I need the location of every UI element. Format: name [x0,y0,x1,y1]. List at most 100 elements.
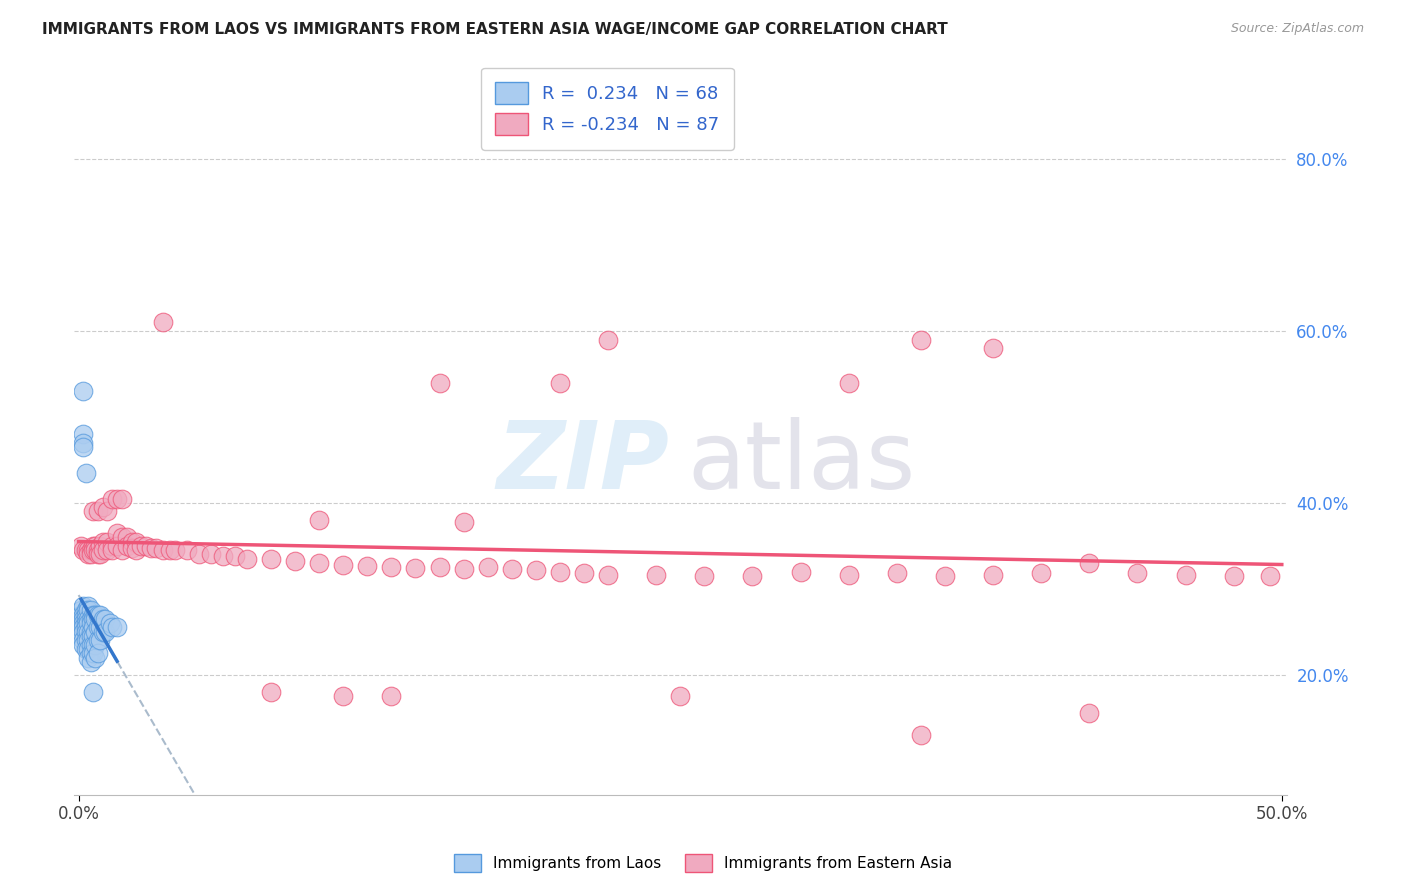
Point [72,612,94,626]
Point [77,633,100,648]
Point [453,562,475,576]
Point [75,603,97,617]
Point [405,561,427,575]
Point [121,534,143,549]
Point [187,548,209,562]
Point [524,563,547,577]
Point [105,539,128,553]
Point [87,646,110,660]
Point [934,569,956,583]
Text: ZIP: ZIP [496,417,669,509]
Point [89,548,111,562]
Point [82,685,104,699]
Point [838,376,860,390]
Point [125,543,148,558]
Point [89,620,111,634]
Point [115,530,138,544]
Point [111,543,134,558]
Point [94,624,117,639]
Point [260,551,283,566]
Point [87,620,110,634]
Point [72,384,94,399]
Point [70,612,93,626]
Point [224,549,246,564]
Point [79,616,101,631]
Point [79,603,101,617]
Point [75,543,97,558]
Point [87,543,110,558]
Point [75,466,97,480]
Point [82,543,104,558]
Point [77,543,100,558]
Point [87,633,110,648]
Point [596,333,619,347]
Point [84,650,107,665]
Point [70,603,93,617]
Point [1258,569,1281,583]
Point [72,616,94,631]
Point [82,620,104,634]
Point [111,491,134,506]
Point [101,620,124,634]
Point [789,565,811,579]
Point [741,569,763,583]
Point [91,612,114,626]
Point [72,633,94,648]
Point [72,624,94,639]
Point [89,607,111,622]
Point [84,638,107,652]
Point [79,543,101,558]
Point [75,616,97,631]
Point [332,690,354,704]
Legend: Immigrants from Laos, Immigrants from Eastern Asia: Immigrants from Laos, Immigrants from Ea… [446,846,960,880]
Point [101,491,124,506]
Point [84,539,107,553]
Point [77,616,100,631]
Point [91,624,114,639]
Point [79,624,101,639]
Point [308,556,330,570]
Point [96,534,118,549]
Point [596,568,619,582]
Point [105,525,128,540]
Point [72,620,94,634]
Point [1126,566,1149,581]
Point [429,560,451,574]
Point [125,534,148,549]
Point [75,624,97,639]
Point [105,491,128,506]
Point [135,539,157,553]
Point [429,376,451,390]
Point [91,500,114,515]
Point [79,612,101,626]
Point [82,629,104,643]
Point [84,612,107,626]
Point [87,607,110,622]
Point [477,560,499,574]
Point [1174,568,1197,582]
Point [910,728,932,742]
Point [84,607,107,622]
Point [200,548,222,562]
Point [72,599,94,613]
Point [75,642,97,657]
Point [84,543,107,558]
Point [70,620,93,634]
Point [72,435,94,450]
Point [70,539,93,553]
Point [82,646,104,660]
Point [356,559,378,574]
Point [332,558,354,572]
Point [77,650,100,665]
Legend: R =  0.234   N = 68, R = -0.234   N = 87: R = 0.234 N = 68, R = -0.234 N = 87 [481,68,734,150]
Point [82,504,104,518]
Point [101,543,124,558]
Point [77,603,100,617]
Point [98,616,121,631]
Point [79,629,101,643]
Point [212,549,235,564]
Point [70,616,93,631]
Point [87,504,110,518]
Point [1078,556,1101,570]
Point [176,543,198,558]
